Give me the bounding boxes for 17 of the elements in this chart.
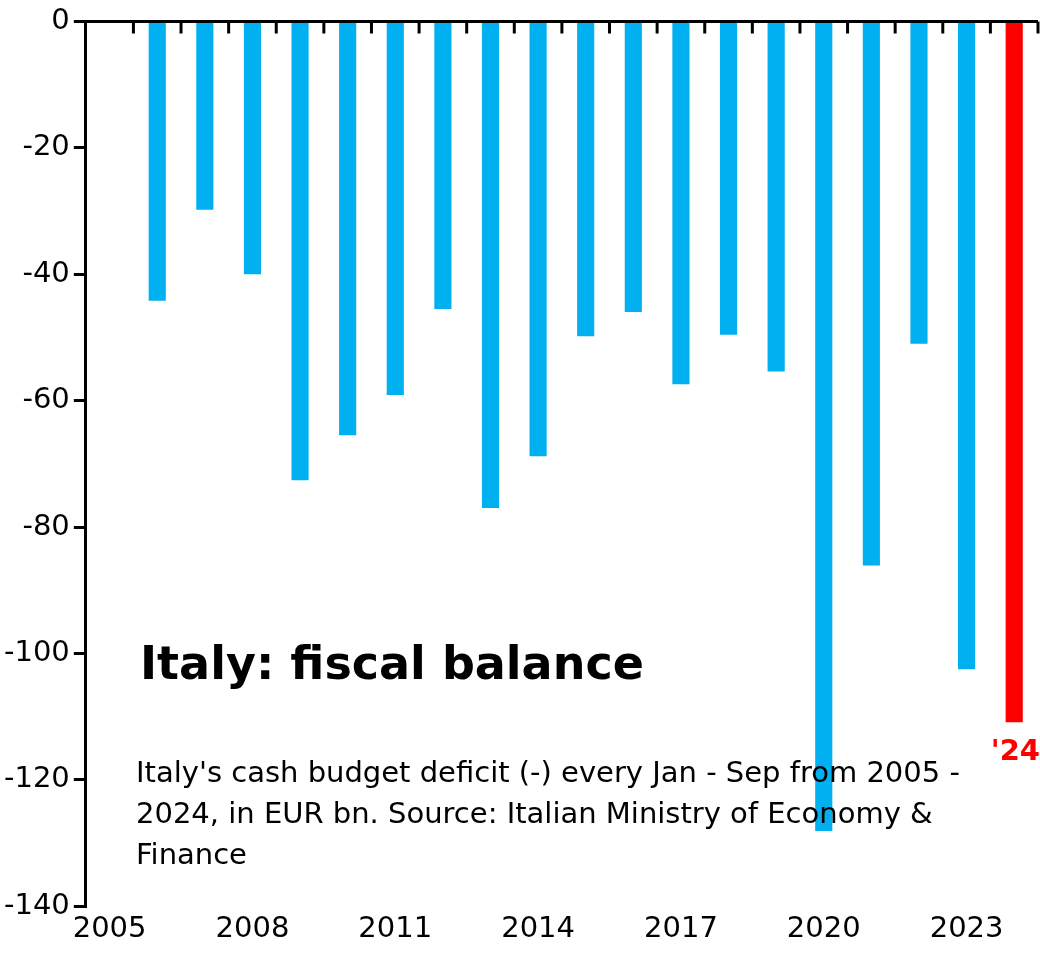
x-tick-label: 2020 bbox=[786, 910, 861, 945]
x-tick-label: 2017 bbox=[644, 910, 718, 945]
y-tick-label: -60 bbox=[22, 381, 70, 416]
y-tick-label: -100 bbox=[3, 633, 70, 668]
text: Italy: fiscal balance bbox=[140, 636, 644, 690]
x-tick-label: 2008 bbox=[215, 910, 290, 945]
annotation: '24 bbox=[990, 733, 1040, 768]
y-tick-label: -20 bbox=[22, 128, 70, 163]
y-tick-label: -80 bbox=[22, 507, 70, 542]
x-tick-label: 2014 bbox=[501, 910, 576, 945]
y-tick-label: -120 bbox=[3, 760, 70, 795]
y-tick-label: -140 bbox=[3, 886, 70, 921]
x-tick-label: 2023 bbox=[929, 910, 1004, 945]
x-tick-label: 2011 bbox=[358, 910, 433, 945]
y-tick-label: 0 bbox=[51, 1, 70, 36]
y-tick-label: -40 bbox=[22, 254, 70, 289]
x-tick-label: 2005 bbox=[72, 910, 147, 945]
